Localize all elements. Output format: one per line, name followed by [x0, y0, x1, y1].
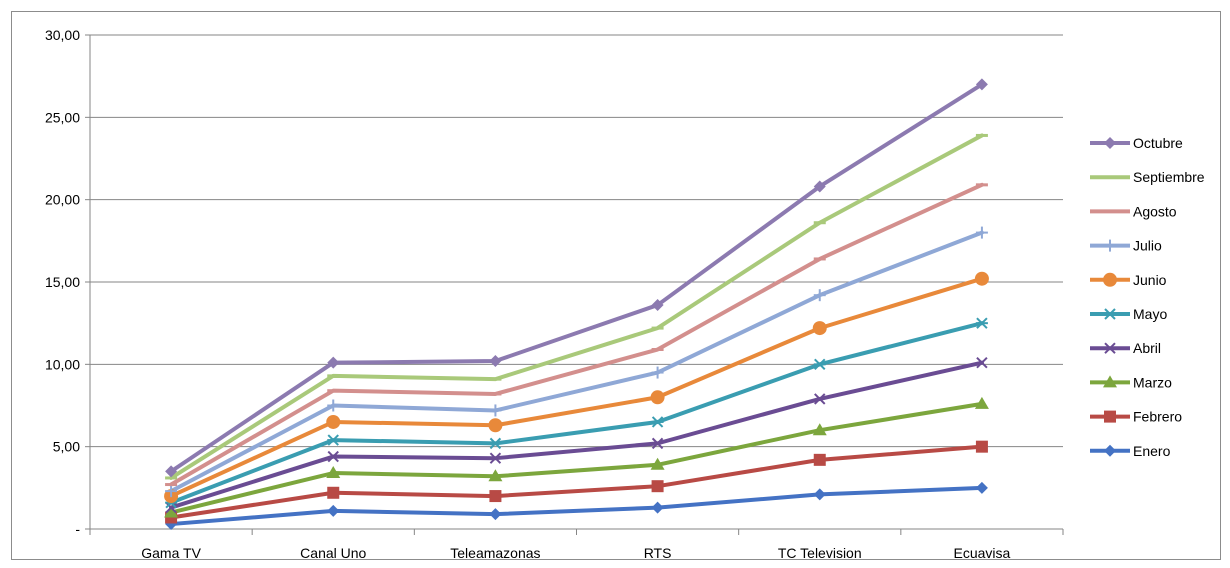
legend-label: Agosto: [1133, 203, 1177, 219]
data-point-octubre: [165, 465, 178, 478]
data-point-julio: [327, 399, 340, 412]
data-point-julio: [651, 366, 664, 379]
series-line-julio: [169, 230, 984, 494]
data-point-marzo: [974, 396, 989, 409]
data-point-octubre: [813, 180, 826, 193]
data-point-marzo: [650, 457, 665, 470]
legend-marker: [1103, 272, 1117, 287]
x-tick-label: Ecuavisa: [954, 545, 1011, 561]
legend-marker: [1103, 375, 1117, 388]
series-line-febrero: [169, 444, 984, 520]
data-point-julio: [165, 485, 178, 498]
data-point-abril: [651, 437, 664, 450]
x-tick-label: RTS: [644, 545, 672, 561]
legend-marker: [1104, 239, 1116, 252]
data-point-mayo: [813, 358, 826, 371]
series-line-marzo: [169, 401, 984, 515]
data-point-mayo: [489, 437, 502, 450]
data-point-octubre: [975, 78, 988, 91]
series-line-octubre: [169, 82, 984, 474]
series-line-junio: [169, 276, 984, 499]
y-tick-label: 20,00: [45, 192, 80, 208]
data-point-mayo: [651, 416, 664, 428]
data-point-junio: [488, 418, 503, 433]
legend-label: Marzo: [1133, 374, 1172, 390]
data-point-octubre: [651, 299, 664, 312]
legend-label: Enero: [1133, 443, 1171, 459]
data-point-junio: [974, 271, 989, 286]
data-point-marzo: [812, 423, 827, 436]
data-point-abril: [327, 450, 339, 463]
data-point-enero: [489, 508, 502, 521]
series-line-mayo: [169, 321, 984, 505]
data-point-mayo: [327, 434, 340, 446]
data-point-abril: [976, 356, 988, 369]
data-point-febrero: [975, 440, 988, 453]
legend-label: Abril: [1133, 340, 1161, 356]
data-point-febrero: [813, 453, 826, 466]
data-point-octubre: [489, 355, 502, 368]
data-point-octubre: [327, 356, 340, 369]
data-point-abril: [489, 452, 502, 464]
legend-marker: [1104, 342, 1116, 354]
data-point-febrero: [489, 490, 502, 503]
data-point-mayo: [975, 317, 988, 329]
series-line-enero: [169, 485, 984, 527]
data-point-febrero: [327, 486, 340, 499]
y-tick-label: 25,00: [45, 109, 80, 125]
data-point-marzo: [164, 505, 179, 518]
data-point-febrero: [651, 480, 664, 493]
legend-marker: [1104, 410, 1116, 423]
y-tick-label: 15,00: [45, 274, 80, 290]
data-point-junio: [326, 414, 341, 429]
data-point-enero: [975, 481, 988, 494]
legend-label: Octubre: [1133, 135, 1183, 151]
series-line-septiembre: [169, 133, 984, 480]
data-point-marzo: [326, 466, 341, 479]
legend-label: Mayo: [1133, 306, 1167, 322]
data-point-julio: [489, 404, 502, 417]
y-tick-label: -: [75, 521, 80, 537]
legend-label: Septiembre: [1133, 169, 1205, 185]
legend-marker: [1104, 308, 1116, 320]
data-point-julio: [813, 289, 826, 302]
data-point-enero: [813, 488, 826, 501]
data-point-abril: [814, 393, 826, 405]
x-tick-label: Canal Uno: [300, 545, 366, 561]
legend-label: Julio: [1133, 238, 1162, 254]
data-point-abril: [165, 501, 177, 514]
x-tick-label: Gama TV: [141, 545, 201, 561]
data-point-junio: [812, 321, 827, 336]
data-point-julio: [975, 226, 988, 239]
y-tick-label: 30,00: [45, 27, 80, 43]
series-line-abril: [169, 360, 984, 510]
data-point-marzo: [488, 469, 503, 482]
data-point-enero: [651, 501, 664, 514]
data-point-junio: [650, 390, 665, 405]
x-tick-label: Teleamazonas: [450, 545, 540, 561]
y-tick-label: 10,00: [45, 356, 80, 372]
legend-marker: [1104, 444, 1116, 457]
series-line-agosto: [169, 182, 984, 487]
x-tick-label: TC Television: [778, 545, 862, 561]
y-tick-label: 5,00: [53, 439, 80, 455]
data-point-enero: [327, 504, 340, 517]
legend-label: Junio: [1133, 272, 1167, 288]
legend-label: Febrero: [1133, 409, 1182, 425]
legend-marker: [1104, 137, 1116, 149]
